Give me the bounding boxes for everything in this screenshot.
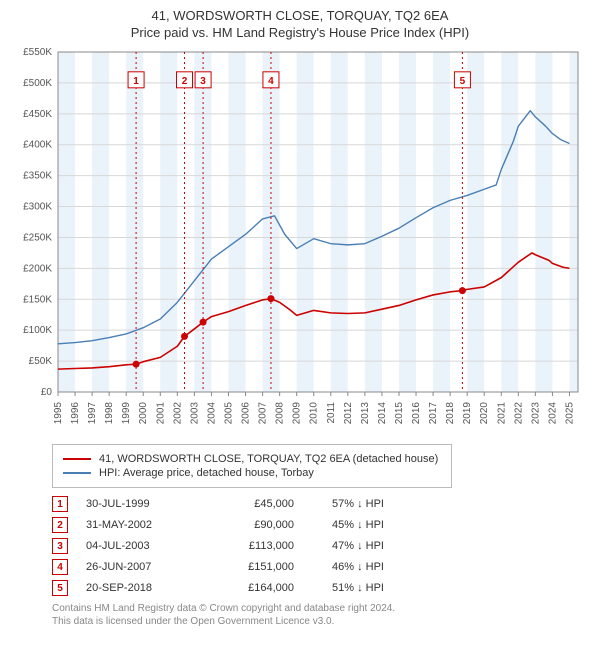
svg-text:£350K: £350K [23, 171, 52, 182]
svg-text:2020: 2020 [479, 402, 490, 425]
svg-text:2005: 2005 [223, 402, 234, 425]
sale-pct-vs-hpi: 47% ↓ HPI [312, 540, 412, 552]
svg-text:2008: 2008 [275, 402, 286, 425]
svg-text:5: 5 [460, 76, 466, 87]
sales-row: 3 04-JUL-2003 £113,000 47% ↓ HPI [52, 538, 580, 554]
svg-text:2006: 2006 [241, 402, 252, 425]
svg-text:2024: 2024 [547, 402, 558, 425]
chart-title: 41, WORDSWORTH CLOSE, TORQUAY, TQ2 6EA [12, 8, 588, 23]
svg-text:1995: 1995 [53, 402, 64, 425]
svg-text:2015: 2015 [394, 402, 405, 425]
svg-text:4: 4 [268, 76, 274, 87]
svg-text:£250K: £250K [23, 232, 52, 243]
svg-text:2013: 2013 [360, 402, 371, 425]
legend-swatch [63, 472, 91, 474]
legend-item-property: 41, WORDSWORTH CLOSE, TORQUAY, TQ2 6EA (… [63, 453, 441, 465]
sales-row: 2 31-MAY-2002 £90,000 45% ↓ HPI [52, 517, 580, 533]
svg-text:2011: 2011 [326, 402, 337, 424]
sale-pct-vs-hpi: 45% ↓ HPI [312, 519, 412, 531]
svg-text:2017: 2017 [428, 402, 439, 425]
footnote-line: Contains HM Land Registry data © Crown c… [52, 602, 580, 615]
svg-text:1998: 1998 [104, 402, 115, 425]
svg-text:£450K: £450K [23, 109, 52, 120]
svg-text:£0: £0 [41, 387, 53, 398]
svg-text:£100K: £100K [23, 325, 52, 336]
svg-text:2002: 2002 [172, 402, 183, 425]
sale-date: 30-JUL-1999 [86, 498, 196, 510]
svg-text:2010: 2010 [309, 402, 320, 425]
svg-text:2022: 2022 [513, 402, 524, 425]
svg-text:2018: 2018 [445, 402, 456, 425]
sale-date: 20-SEP-2018 [86, 582, 196, 594]
sale-price: £45,000 [214, 498, 294, 510]
svg-text:£50K: £50K [29, 356, 53, 367]
sale-date: 04-JUL-2003 [86, 540, 196, 552]
sales-row: 5 20-SEP-2018 £164,000 51% ↓ HPI [52, 580, 580, 596]
svg-text:£150K: £150K [23, 294, 52, 305]
svg-text:3: 3 [200, 76, 206, 87]
svg-text:£500K: £500K [23, 78, 52, 89]
svg-text:1997: 1997 [87, 402, 98, 425]
chart-svg: £0 £50K £100K £150K £200K £250K £300K £350K £400… [12, 46, 588, 436]
legend-label: HPI: Average price, detached house, Torb… [99, 467, 314, 479]
svg-text:2003: 2003 [189, 402, 200, 425]
sale-pct-vs-hpi: 57% ↓ HPI [312, 498, 412, 510]
legend-label: 41, WORDSWORTH CLOSE, TORQUAY, TQ2 6EA (… [99, 453, 438, 465]
svg-text:1996: 1996 [70, 402, 81, 425]
svg-text:2007: 2007 [258, 402, 269, 425]
svg-text:£400K: £400K [23, 140, 52, 151]
chart-subtitle: Price paid vs. HM Land Registry's House … [12, 25, 588, 40]
svg-text:2000: 2000 [138, 402, 149, 425]
sale-date: 31-MAY-2002 [86, 519, 196, 531]
sale-price: £113,000 [214, 540, 294, 552]
svg-text:2025: 2025 [564, 402, 575, 425]
sale-marker-badge: 4 [52, 559, 68, 575]
sale-price: £164,000 [214, 582, 294, 594]
sale-marker-badge: 5 [52, 580, 68, 596]
svg-text:2014: 2014 [377, 402, 388, 425]
sale-date: 26-JUN-2007 [86, 561, 196, 573]
svg-text:£300K: £300K [23, 202, 52, 213]
sales-row: 4 26-JUN-2007 £151,000 46% ↓ HPI [52, 559, 580, 575]
svg-text:£550K: £550K [23, 47, 52, 58]
sale-pct-vs-hpi: 51% ↓ HPI [312, 582, 412, 594]
svg-text:1999: 1999 [121, 402, 132, 425]
sales-row: 1 30-JUL-1999 £45,000 57% ↓ HPI [52, 496, 580, 512]
legend-swatch [63, 458, 91, 460]
sale-marker-badge: 1 [52, 496, 68, 512]
sale-marker-badge: 2 [52, 517, 68, 533]
svg-text:£200K: £200K [23, 263, 52, 274]
sale-price: £90,000 [214, 519, 294, 531]
svg-text:2016: 2016 [411, 402, 422, 425]
svg-text:1: 1 [133, 76, 139, 87]
sale-price: £151,000 [214, 561, 294, 573]
svg-text:2019: 2019 [462, 402, 473, 425]
svg-text:2021: 2021 [496, 402, 507, 425]
sale-marker-badge: 3 [52, 538, 68, 554]
svg-text:2: 2 [182, 76, 188, 87]
svg-text:2009: 2009 [292, 402, 303, 425]
legend-item-hpi: HPI: Average price, detached house, Torb… [63, 467, 441, 479]
chart-area: £0 £50K £100K £150K £200K £250K £300K £350K £400… [12, 46, 588, 436]
svg-text:2004: 2004 [206, 402, 217, 425]
svg-text:2012: 2012 [343, 402, 354, 425]
footnote: Contains HM Land Registry data © Crown c… [52, 602, 580, 628]
svg-text:2001: 2001 [155, 402, 166, 425]
legend: 41, WORDSWORTH CLOSE, TORQUAY, TQ2 6EA (… [52, 444, 452, 488]
svg-text:2023: 2023 [530, 402, 541, 425]
chart-title-block: 41, WORDSWORTH CLOSE, TORQUAY, TQ2 6EA P… [12, 8, 588, 40]
sale-pct-vs-hpi: 46% ↓ HPI [312, 561, 412, 573]
footnote-line: This data is licensed under the Open Gov… [52, 615, 580, 628]
sales-table: 1 30-JUL-1999 £45,000 57% ↓ HPI 2 31-MAY-2002… [52, 496, 580, 596]
